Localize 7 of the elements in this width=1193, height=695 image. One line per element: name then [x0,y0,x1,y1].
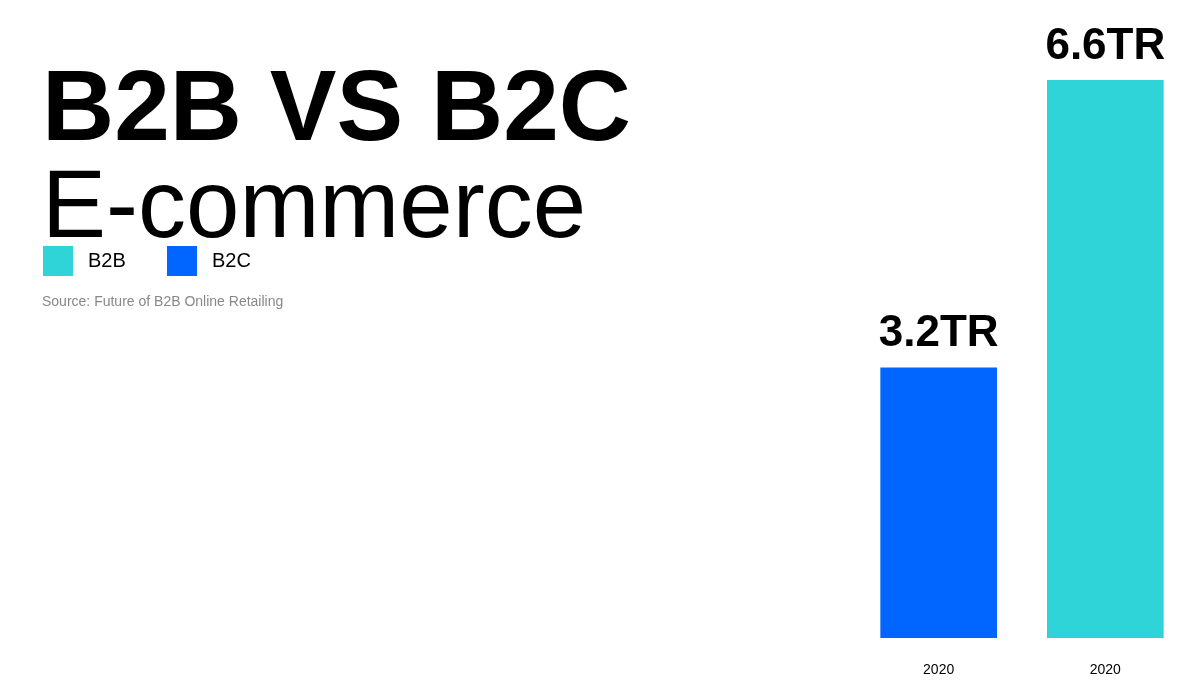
x-tick-label: 2020 [1089,660,1122,677]
data-label: 3.2TR [878,306,999,356]
source-note: Source: Future of B2B Online Retailing [42,293,284,309]
data-label: 6.6TR [1045,19,1166,68]
legend-label: B2C [212,249,251,271]
chart-title: B2B VS B2C [42,49,632,161]
x-tick-label: 2020 [923,660,955,677]
